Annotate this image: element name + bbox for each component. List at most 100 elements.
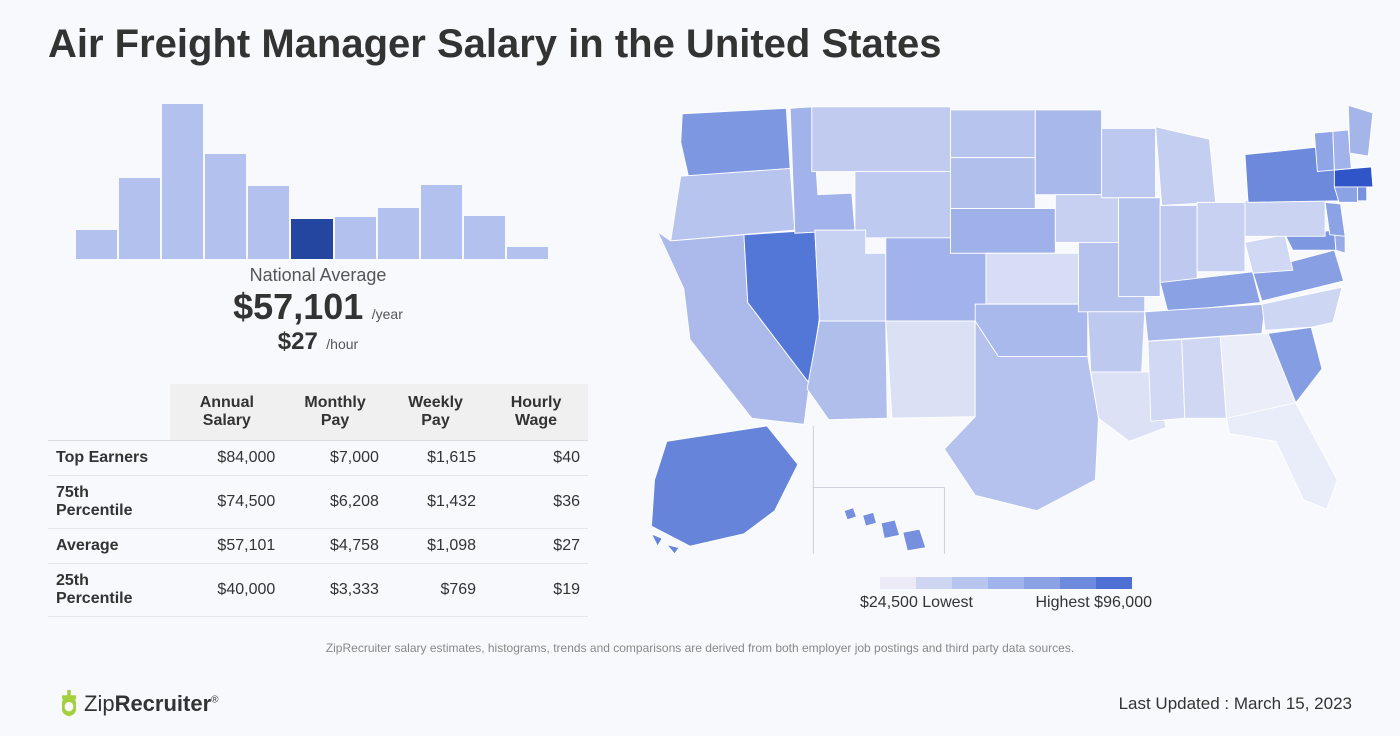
national-average-label: National Average: [48, 265, 588, 286]
last-updated-text: Last Updated : March 15, 2023: [1119, 694, 1352, 714]
legend-high-label: Highest $96,000: [1035, 594, 1152, 612]
state-MT: [812, 107, 951, 172]
table-cell: $40,000: [170, 564, 283, 617]
map-legend-swatches: [880, 577, 1132, 589]
histogram-bar: [162, 104, 203, 259]
state-HI: [863, 512, 877, 526]
histogram-bar: [291, 219, 332, 259]
table-cell: 75th Percentile: [48, 476, 170, 529]
table-row: Average$57,101$4,758$1,098$27: [48, 529, 588, 564]
state-ND: [951, 110, 1036, 158]
table-cell: $769: [387, 564, 484, 617]
table-header: Monthly Pay: [283, 384, 387, 441]
table-cell: $57,101: [170, 529, 283, 564]
table-cell: Average: [48, 529, 170, 564]
table-header: [48, 384, 170, 441]
table-cell: $36: [484, 476, 588, 529]
histogram-bar: [507, 247, 548, 259]
national-average-hour: $27: [278, 328, 318, 356]
table-row: 75th Percentile$74,500$6,208$1,432$36: [48, 476, 588, 529]
table-cell: $6,208: [283, 476, 387, 529]
legend-swatch: [880, 577, 916, 589]
state-WY: [855, 172, 961, 238]
state-HI: [844, 508, 856, 520]
table-cell: $1,432: [387, 476, 484, 529]
legend-swatch: [1096, 577, 1132, 589]
histogram-bar: [248, 186, 289, 259]
histogram-bar: [464, 216, 505, 259]
state-WV: [1245, 235, 1293, 274]
histogram-bar: [119, 178, 160, 259]
state-HI: [881, 520, 900, 539]
state-WA: [681, 108, 790, 176]
state-AZ: [807, 321, 887, 420]
per-hour-unit: /hour: [322, 336, 358, 352]
state-NH: [1333, 130, 1352, 170]
histogram-bar: [205, 154, 246, 259]
state-AL: [1182, 337, 1227, 419]
state-IN: [1160, 205, 1197, 282]
state-ME: [1348, 105, 1373, 156]
table-cell: $3,333: [283, 564, 387, 617]
table-cell: $74,500: [170, 476, 283, 529]
ziprecruiter-logo: ZipRecruiter®: [58, 690, 219, 718]
legend-swatch: [1024, 577, 1060, 589]
state-MN: [1035, 110, 1101, 195]
national-average-year: $57,101: [233, 286, 363, 328]
logo-zip-text: Zip: [84, 691, 115, 716]
table-cell: $7,000: [283, 441, 387, 476]
state-NM: [886, 321, 975, 418]
state-KS: [986, 253, 1079, 304]
table-header: Weekly Pay: [387, 384, 484, 441]
state-MS: [1148, 340, 1185, 422]
logo-registered-icon: ®: [211, 695, 218, 706]
table-cell: 25th Percentile: [48, 564, 170, 617]
state-NE: [951, 209, 1056, 254]
legend-swatch: [916, 577, 952, 589]
state-CT: [1334, 185, 1357, 202]
legend-swatch: [988, 577, 1024, 589]
table-cell: $4,758: [283, 529, 387, 564]
state-OR: [671, 168, 795, 240]
table-cell: Top Earners: [48, 441, 170, 476]
histogram-bar: [76, 230, 117, 259]
disclaimer-text: ZipRecruiter salary estimates, histogram…: [0, 641, 1400, 655]
table-row: 25th Percentile$40,000$3,333$769$19: [48, 564, 588, 617]
state-HI: [903, 529, 926, 551]
state-IA: [1055, 195, 1118, 243]
table-cell: $1,098: [387, 529, 484, 564]
legend-swatch: [1060, 577, 1096, 589]
table-cell: $1,615: [387, 441, 484, 476]
state-UT: [815, 230, 886, 321]
state-WI: [1102, 128, 1156, 197]
histogram-bar: [335, 217, 376, 259]
state-MI: [1156, 127, 1216, 206]
us-choropleth-map: [636, 79, 1376, 557]
state-FL: [1226, 403, 1337, 509]
salary-table: Annual SalaryMonthly PayWeekly PayHourly…: [48, 384, 588, 617]
page-title: Air Freight Manager Salary in the United…: [0, 0, 1400, 67]
state-VT: [1314, 131, 1334, 171]
state-PA: [1245, 201, 1325, 236]
state-RI: [1358, 185, 1367, 200]
table-header: Hourly Wage: [484, 384, 588, 441]
table-cell: $40: [484, 441, 588, 476]
logo-recruiter-text: Recruiter: [115, 691, 212, 716]
table-cell: $19: [484, 564, 588, 617]
histogram-bar: [421, 185, 462, 259]
state-OH: [1197, 202, 1245, 271]
salary-histogram: [48, 73, 588, 259]
logo-pin-icon: [58, 690, 80, 718]
table-row: Top Earners$84,000$7,000$1,615$40: [48, 441, 588, 476]
table-header: Annual Salary: [170, 384, 283, 441]
state-SD: [951, 158, 1036, 209]
state-IL: [1119, 198, 1161, 297]
legend-low-label: $24,500 Lowest: [860, 594, 973, 612]
state-AK: [651, 426, 797, 546]
per-year-unit: /year: [368, 306, 403, 322]
histogram-bar: [378, 208, 419, 259]
state-AR: [1088, 312, 1145, 372]
table-cell: $27: [484, 529, 588, 564]
legend-swatch: [952, 577, 988, 589]
table-cell: $84,000: [170, 441, 283, 476]
